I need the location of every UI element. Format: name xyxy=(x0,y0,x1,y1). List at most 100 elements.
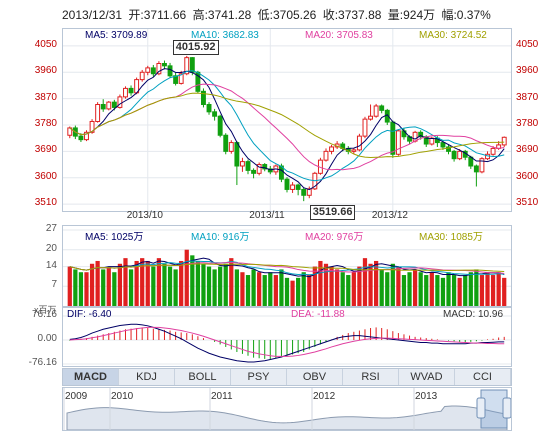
low-callout: 3519.66 xyxy=(309,205,356,221)
price-candle xyxy=(446,146,451,152)
price-candle xyxy=(473,165,479,173)
dea-line xyxy=(69,326,505,357)
ma20-line xyxy=(69,83,505,171)
volume-bar xyxy=(89,263,95,306)
volume-chart-pane[interactable]: MA5: 1025万 MA10: 916万 MA20: 976万 MA30: 1… xyxy=(62,225,512,307)
volume-bar xyxy=(457,277,462,306)
volume-bar xyxy=(301,272,306,306)
volume-ytick: 14 xyxy=(45,259,57,271)
volume-bar xyxy=(390,263,395,306)
volume-bar xyxy=(218,266,223,306)
volume-bar xyxy=(357,266,362,306)
volume-bar xyxy=(373,260,379,306)
quote-date: 2013/12/31 xyxy=(62,8,123,22)
macd-ytick: 0.00 xyxy=(37,333,57,344)
quote-volume: 量:924万 xyxy=(387,8,436,22)
volume-bar xyxy=(296,277,301,306)
price-ytick-right: 3510 xyxy=(516,197,539,209)
price-candle xyxy=(395,130,401,155)
macd-legend-value: MACD: 10.96 xyxy=(443,309,504,320)
legend-ma5: MA5: 3709.89 xyxy=(85,30,148,41)
price-candle xyxy=(117,96,123,108)
tab-cci[interactable]: CCI xyxy=(455,369,511,385)
price-candle xyxy=(156,63,162,75)
navigator-svg: 2009 2010 2011 2012 2013 xyxy=(63,388,511,430)
price-candle xyxy=(284,178,290,190)
volume-bar xyxy=(401,275,407,306)
volume-bar xyxy=(279,269,284,306)
tab-obv[interactable]: OBV xyxy=(287,369,343,385)
macd-ytick: 76.16 xyxy=(31,309,57,320)
volume-bar xyxy=(240,272,245,306)
price-candle xyxy=(379,105,385,111)
legend-ma20: MA20: 3705.83 xyxy=(305,30,373,41)
volume-bar xyxy=(318,260,323,306)
price-xtick: 2013/10 xyxy=(126,210,163,221)
volume-bar xyxy=(151,266,156,306)
tab-kdj[interactable]: KDJ xyxy=(119,369,175,385)
price-candle xyxy=(351,149,357,152)
price-candle xyxy=(301,188,307,196)
price-ytick-left: 3780 xyxy=(34,118,57,129)
price-ytick-left: 3870 xyxy=(34,91,57,103)
volume-bar xyxy=(268,272,273,306)
price-candle xyxy=(440,142,446,148)
volume-bar xyxy=(101,269,106,306)
navigator-year-label: 2010 xyxy=(111,391,134,402)
quote-change: 幅:0.37% xyxy=(441,8,491,22)
ma10-line xyxy=(69,70,505,182)
price-candle xyxy=(267,168,273,173)
volume-bar xyxy=(284,277,290,306)
price-ytick-left: 3510 xyxy=(34,197,57,209)
vol-legend-ma20: MA20: 976万 xyxy=(305,232,364,243)
volume-bar xyxy=(106,266,111,306)
price-candle xyxy=(290,184,296,190)
volume-bar xyxy=(112,272,117,306)
price-ytick-left: 3960 xyxy=(34,65,57,77)
navigator-handle[interactable] xyxy=(476,397,486,419)
price-candle xyxy=(323,150,329,161)
navigator-year-label: 2013 xyxy=(415,391,438,402)
price-ytick-left: 4050 xyxy=(34,38,57,50)
vol-legend-ma5: MA5: 1025万 xyxy=(85,232,144,243)
price-candle xyxy=(78,135,84,141)
volume-bar xyxy=(229,258,234,306)
volume-bar xyxy=(446,272,451,306)
volume-bar xyxy=(134,260,139,306)
volume-bar xyxy=(257,272,262,306)
timeline-navigator[interactable]: 2009 2010 2011 2012 2013 xyxy=(62,387,512,431)
tab-boll[interactable]: BOLL xyxy=(175,369,231,385)
price-candle xyxy=(162,63,167,67)
price-candle xyxy=(306,188,312,196)
price-candle xyxy=(251,169,257,174)
volume-bar xyxy=(379,269,384,306)
macd-chart-svg xyxy=(63,315,511,365)
volume-bar xyxy=(140,258,145,306)
price-candle xyxy=(206,104,212,113)
price-candle xyxy=(139,71,145,81)
volume-bar xyxy=(162,263,167,306)
high-callout: 4015.92 xyxy=(172,39,219,55)
quote-close: 收:3737.88 xyxy=(322,8,382,22)
volume-bar xyxy=(463,275,468,306)
price-candle xyxy=(239,161,245,167)
tab-rsi[interactable]: RSI xyxy=(343,369,399,385)
volume-yaxis: 27 20 14 7 xyxy=(0,223,60,307)
volume-bar xyxy=(290,280,295,306)
tab-wvad[interactable]: WVAD xyxy=(399,369,455,385)
navigator-year-label: 2009 xyxy=(65,391,88,402)
volume-bar xyxy=(145,260,150,306)
volume-bar xyxy=(329,266,334,306)
price-chart-pane[interactable]: MA5: 3709.89 MA10: 3682.83 MA20: 3705.83… xyxy=(62,28,512,221)
volume-ytick: 20 xyxy=(45,242,57,254)
price-candle xyxy=(262,164,268,170)
price-candle xyxy=(84,131,89,141)
price-candle xyxy=(501,136,507,146)
volume-bar xyxy=(117,263,123,306)
tab-macd[interactable]: MACD xyxy=(63,369,119,385)
navigator-handle[interactable] xyxy=(502,397,511,419)
vol-ma5-line xyxy=(69,257,505,278)
volume-bar xyxy=(479,275,485,306)
macd-chart-pane[interactable]: DIF: -6.40 DEA: -11.88 MACD: 10.96 xyxy=(62,307,512,367)
tab-psy[interactable]: PSY xyxy=(231,369,287,385)
